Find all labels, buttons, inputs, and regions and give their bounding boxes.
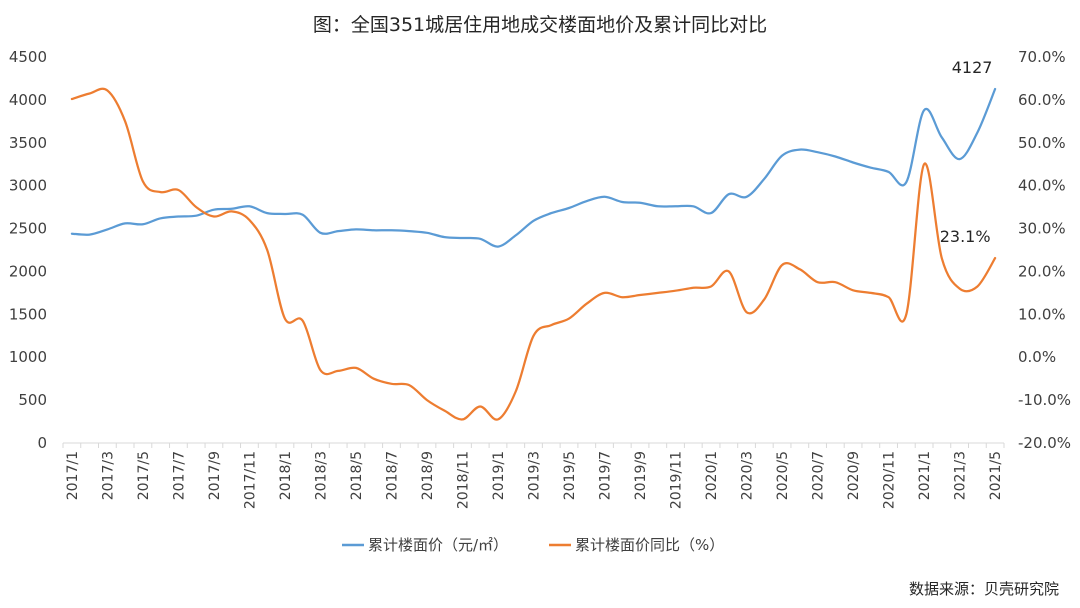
y-right-tick-label: 30.0%: [1018, 220, 1066, 238]
y-right-tick-label: 50.0%: [1018, 134, 1066, 152]
y-right-tick-label: -10.0%: [1018, 391, 1071, 409]
y-left-tick-label: 3000: [9, 177, 47, 195]
end-label-price: 4127: [952, 58, 993, 77]
y-left-tick-label: 4000: [9, 91, 47, 109]
x-tick-label: 2017/9: [207, 451, 223, 500]
x-tick-label: 2019/3: [527, 451, 543, 500]
x-tick-label: 2018/1: [278, 451, 294, 500]
y-left-tick-label: 1500: [9, 305, 47, 323]
y-right-tick-label: 20.0%: [1018, 262, 1066, 280]
y-left-tick-label: 2500: [9, 220, 47, 238]
source-note: 数据来源：贝壳研究院: [909, 580, 1059, 598]
series-line-price: [70, 87, 997, 248]
x-tick-label: 2017/7: [171, 451, 187, 500]
legend-item-yoy-label: 累计楼面价同比（%）: [575, 536, 724, 554]
x-tick-label: 2019/11: [669, 451, 685, 509]
y-left-tick-label: 500: [18, 391, 47, 409]
y-left-tick-label: 0: [37, 434, 47, 452]
legend: 累计楼面价（元/㎡） 累计楼面价同比（%）: [342, 536, 724, 554]
x-tick-label: 2018/7: [384, 451, 400, 500]
y-right-tick-label: 70.0%: [1018, 48, 1066, 66]
chart-title: 图：全国351城居住用地成交楼面地价及累计同比对比: [313, 14, 767, 36]
y-left-tick-label: 1000: [9, 348, 47, 366]
x-tick-label: 2019/1: [491, 451, 507, 500]
x-tick-label: 2018/11: [455, 451, 471, 509]
x-tick-label: 2020/7: [811, 451, 827, 500]
x-tick-label: 2018/5: [349, 451, 365, 500]
x-tick-label: 2020/9: [846, 451, 862, 500]
end-label-yoy: 23.1%: [940, 227, 991, 246]
y-left-tick-label: 2000: [9, 262, 47, 280]
y-left-tick-label: 3500: [9, 134, 47, 152]
x-tick-label: 2018/9: [420, 451, 436, 500]
y-right-tick-label: 40.0%: [1018, 177, 1066, 195]
x-tick-label: 2018/3: [313, 451, 329, 500]
y-right-tick-label: 60.0%: [1018, 91, 1066, 109]
x-tick-label: 2017/11: [242, 451, 258, 509]
x-tick-label: 2021/5: [988, 451, 1004, 500]
x-tick-label: 2021/3: [953, 451, 969, 500]
y-right-tick-label: 0.0%: [1018, 348, 1056, 366]
x-tick-label: 2020/11: [882, 451, 898, 509]
series-line-yoy: [70, 87, 997, 421]
x-tick-label: 2019/9: [633, 451, 649, 500]
y-right-tick-label: 10.0%: [1018, 305, 1066, 323]
x-tick-label: 2017/1: [65, 451, 81, 500]
legend-item-price-label: 累计楼面价（元/㎡）: [368, 536, 508, 554]
plot-area: 0 500 1000 1500 2000 2500 3000 3500 4000 4500 -20.…: [9, 48, 1071, 509]
x-tick-label: 2019/7: [598, 451, 614, 500]
y-left-tick-label: 4500: [9, 48, 47, 66]
x-tick-label: 2019/5: [562, 451, 578, 500]
x-tick-label: 2017/3: [100, 451, 116, 500]
x-tick-label: 2020/3: [740, 451, 756, 500]
x-tick-label: 2020/5: [775, 451, 791, 500]
x-tick-label: 2017/5: [136, 451, 152, 500]
x-tick-label: 2021/1: [917, 451, 933, 500]
y-right-tick-label: -20.0%: [1018, 434, 1071, 452]
x-tick-label: 2020/1: [704, 451, 720, 500]
